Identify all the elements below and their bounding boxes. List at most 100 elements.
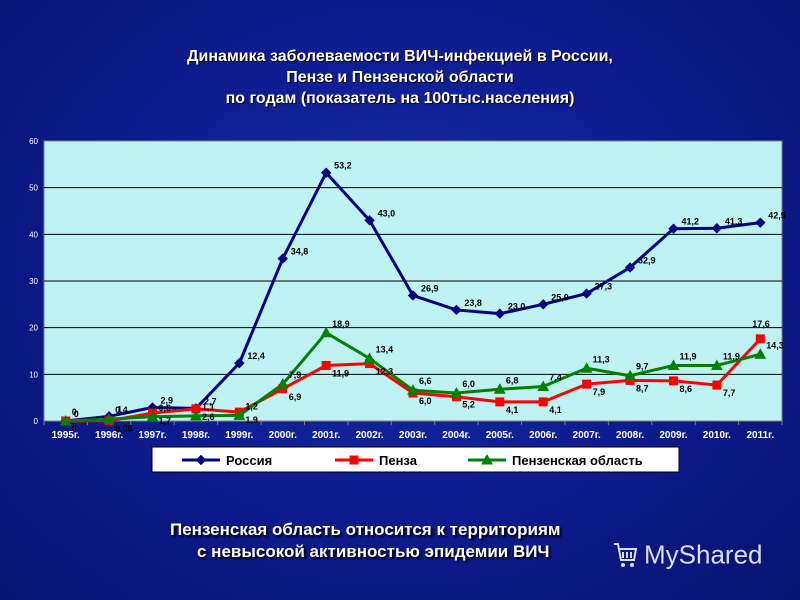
data-point-square <box>755 334 765 344</box>
chart-title-line-1: Динамика заболеваемости ВИЧ-инфекцией в … <box>187 48 613 65</box>
data-label: 1,9 <box>245 415 258 425</box>
data-label: 7,9 <box>289 370 302 380</box>
data-label: 1,2 <box>245 401 258 411</box>
data-label: 13,4 <box>376 344 394 354</box>
data-point-triangle <box>580 362 593 373</box>
y-tick-label: 20 <box>29 324 38 333</box>
data-label: 41,2 <box>681 217 699 227</box>
data-label: 6,9 <box>289 392 302 402</box>
caption-line-2: с невысокой активностью эпидемии ВИЧ <box>197 542 550 561</box>
data-label: 14,3 <box>766 340 784 350</box>
data-point-diamond <box>711 223 723 234</box>
data-label: 0 <box>72 424 77 434</box>
data-point-triangle <box>407 384 419 395</box>
data-point-triangle <box>363 352 376 363</box>
x-tick-label: 1998г. <box>182 430 210 441</box>
watermark-text: MyShared <box>644 539 763 570</box>
y-tick-label: 30 <box>29 277 38 286</box>
data-point-triangle <box>754 348 767 359</box>
data-label: 11,9 <box>679 351 696 361</box>
legend: Россия Пенза Пензенская область <box>151 446 680 473</box>
x-tick-label: 2004г. <box>442 430 470 441</box>
data-label: 0,9 <box>159 403 172 413</box>
data-point-triangle <box>624 369 636 381</box>
chart-title-line-3: по годам (показатель на 100тыс.населения… <box>225 90 575 107</box>
data-label: 2,7 <box>204 396 217 406</box>
data-label: 11,9 <box>332 368 349 378</box>
x-tick-label: 1996г. <box>95 430 123 441</box>
data-label: 8,6 <box>679 384 692 394</box>
data-point-diamond <box>277 253 288 264</box>
data-point-triangle <box>233 409 246 420</box>
data-point-triangle <box>190 409 202 421</box>
data-label: 6,0 <box>462 379 475 389</box>
series <box>59 167 767 427</box>
chart-title: Динамика заболеваемости ВИЧ-инфекцией в … <box>0 46 800 109</box>
data-label: 1,1 <box>202 402 215 412</box>
x-tick-label: 2002г. <box>355 430 383 441</box>
data-point-triangle <box>667 359 680 370</box>
data-label: 1,7 <box>159 416 172 426</box>
data-label: 9,7 <box>636 362 649 372</box>
y-tick-label: 60 <box>29 137 38 146</box>
chart-title-line-2: Пензе и Пензенской области <box>286 69 514 86</box>
y-tick-label: 40 <box>29 230 38 239</box>
data-label: 0,4 <box>115 405 128 415</box>
x-tick-label: 2009г. <box>659 430 687 441</box>
x-tick-label: 2005г. <box>486 430 514 441</box>
data-point-diamond <box>624 262 636 273</box>
data-point-diamond <box>195 454 207 466</box>
data-labels: 0 1 2,9 2,7 12,4 34,8 53,2 43,0 26,9 23,8 23,0 25,0… <box>72 161 786 434</box>
data-point-square <box>349 455 359 465</box>
watermark: MyShared <box>612 538 763 571</box>
data-label: 11,9 <box>723 351 740 361</box>
data-label: 7,7 <box>723 388 736 398</box>
x-tick-label: 2008г. <box>616 430 644 441</box>
x-tick-label: 2011г. <box>746 430 774 441</box>
data-point-triangle <box>493 383 506 394</box>
data-label: 43,0 <box>378 208 396 218</box>
data-point-diamond <box>451 304 462 316</box>
x-tick-label: 2010г. <box>703 430 731 441</box>
data-label: 23,8 <box>464 298 482 308</box>
data-label: 5,2 <box>462 400 475 410</box>
data-point-diamond <box>234 357 245 369</box>
data-point-triangle <box>103 413 115 424</box>
data-label: 26,9 <box>421 283 439 293</box>
data-label: 1 <box>117 404 122 414</box>
data-label: 53,2 <box>334 161 352 171</box>
data-label: 41,3 <box>725 216 743 226</box>
x-tick-label: 2000г. <box>269 430 297 441</box>
data-label: 12,3 <box>376 367 394 377</box>
x-tick-label: 2006г. <box>529 430 557 441</box>
legend-box <box>151 446 680 473</box>
y-tick-label: 0 <box>34 417 39 426</box>
data-point-diamond <box>755 217 766 228</box>
data-label: 23,0 <box>508 302 526 312</box>
data-label: 2,6 <box>202 412 215 422</box>
x-tick-label: 2003г. <box>399 430 427 441</box>
data-label: 0 <box>74 409 79 419</box>
data-label: 27,3 <box>595 282 613 292</box>
data-point-triangle <box>59 414 72 426</box>
legend-label: Пенза <box>379 453 418 468</box>
data-label: 34,8 <box>291 247 309 257</box>
data-label: 12,4 <box>247 351 265 361</box>
data-point-square <box>582 379 592 389</box>
data-label: 42,5 <box>768 211 786 221</box>
caption-line-1: Пензенская область относится к территори… <box>170 520 561 539</box>
shopping-cart-icon <box>612 540 638 570</box>
data-label: 32,9 <box>638 255 656 265</box>
data-point-diamond <box>364 215 375 226</box>
data-label: 6,0 <box>419 396 432 406</box>
data-point-triangle <box>276 378 289 389</box>
legend-label: Россия <box>226 453 272 468</box>
data-point-square <box>668 376 678 386</box>
x-tick-label: 1995г. <box>52 430 80 441</box>
data-point-triangle <box>146 410 159 422</box>
data-point-diamond <box>494 308 506 319</box>
x-tick-label: 2001г. <box>312 430 340 441</box>
y-tick-label: 10 <box>29 370 38 379</box>
